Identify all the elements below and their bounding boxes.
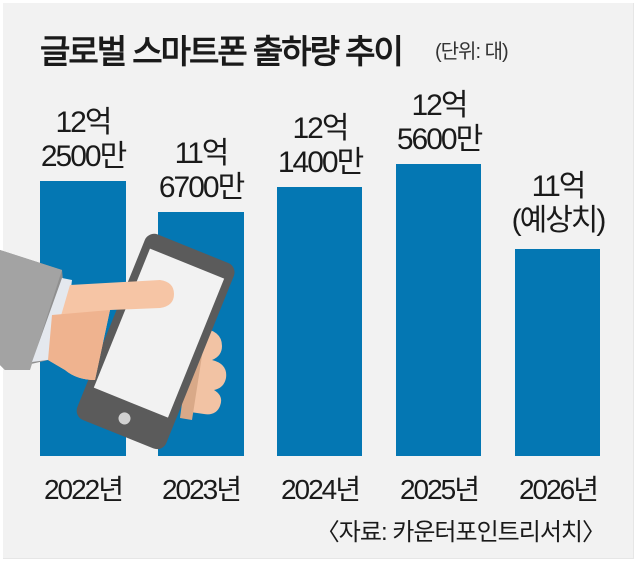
value-line2: 5600만	[396, 123, 483, 156]
value-label-2022: 12억 2500만	[13, 106, 153, 174]
unit-label: (단위: 대)	[435, 41, 509, 63]
value-label-2024: 12억 1400만	[250, 112, 390, 180]
value-line1: 12억	[55, 106, 113, 139]
value-label-2023: 11억 6700만	[131, 137, 271, 205]
value-line1: 11억	[531, 170, 587, 203]
bar-2024	[277, 187, 362, 456]
bar-2026	[515, 249, 600, 456]
value-label-2026: 11억 (예상치)	[488, 170, 628, 238]
value-line1: 12억	[292, 112, 350, 145]
x-label-2026: 2026년	[518, 474, 599, 505]
value-line1: 12억	[411, 89, 469, 122]
value-line2: (예상치)	[511, 204, 607, 237]
x-label-2025: 2025년	[399, 474, 480, 505]
bar-2025	[396, 164, 481, 456]
x-label-2023: 2023년	[161, 474, 242, 505]
value-label-2025: 12억 5600만	[369, 89, 509, 157]
value-line2: 6700만	[158, 171, 245, 204]
x-label-2022: 2022년	[43, 474, 124, 505]
value-line2: 1400만	[277, 146, 364, 179]
value-line2: 2500만	[40, 140, 127, 173]
chart-title: 글로벌 스마트폰 출하량 추이	[40, 33, 404, 70]
source-label: 〈자료: 카운터포인트리서치〉	[315, 519, 606, 546]
x-label-2024: 2024년	[280, 474, 361, 505]
value-line1: 11억	[174, 137, 230, 170]
hand-holding-smartphone-icon	[0, 233, 235, 450]
